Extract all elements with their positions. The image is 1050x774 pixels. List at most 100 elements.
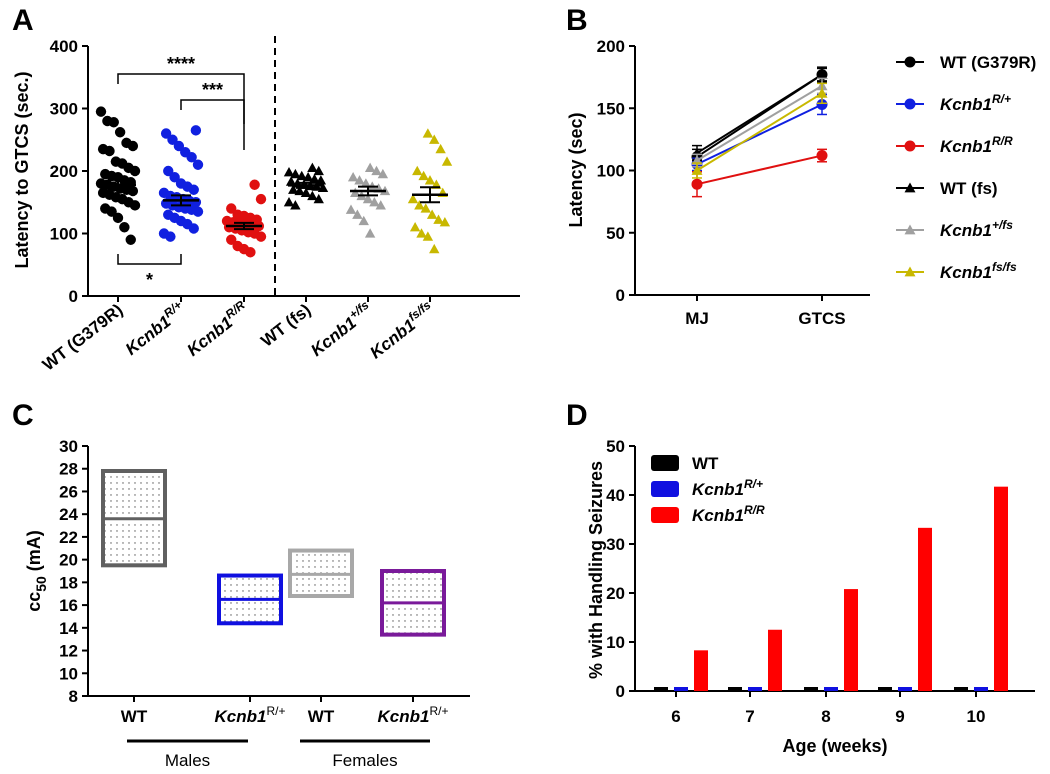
panel-a-point xyxy=(114,127,126,138)
panel-c-y-tick-label: 10 xyxy=(59,664,78,683)
panel-a-point xyxy=(354,175,365,185)
panel-a-x-label-gene: Kcnb1 xyxy=(184,313,237,360)
panel-a-x-label-gene: Kcnb1 xyxy=(366,315,419,362)
panel-c-box: WT xyxy=(288,548,354,726)
panel-d-bar xyxy=(728,687,742,691)
panel-a-point xyxy=(249,179,260,190)
panel-c-y-tick-label: 8 xyxy=(69,687,78,706)
panel-b-legend-label-gene: Kcnb1 xyxy=(940,137,992,156)
panel-b-point xyxy=(816,87,828,98)
panel-b-y-tick-label: 200 xyxy=(597,37,625,56)
panel-c-group-label: Females xyxy=(332,751,397,770)
panel-a-point xyxy=(315,175,327,185)
panel-a-point xyxy=(290,168,301,179)
panel-a-point xyxy=(313,193,324,204)
panel-d-y-tick-label: 20 xyxy=(606,584,625,603)
panel-a-point xyxy=(112,212,124,224)
panel-b-y-tick-label: 50 xyxy=(606,224,625,243)
panel-b-legend-label-sup: R/+ xyxy=(992,92,1011,106)
panel-a-point xyxy=(375,200,386,210)
panel-a-sig-label: *** xyxy=(202,80,223,100)
panel-c-y-label-sub: 50 xyxy=(33,576,49,592)
panel-d-bar xyxy=(694,650,708,691)
panel-b-legend-label-text: WT (fs) xyxy=(940,179,998,198)
panel-d-x-tick-label: 8 xyxy=(821,707,830,726)
panel-a-point xyxy=(412,165,423,176)
panel-a-y-label: Latency to GTCS (sec.) xyxy=(12,71,32,268)
panel-b-point xyxy=(816,69,828,80)
panel-b-legend-marker xyxy=(904,266,916,277)
panel-c-x-label-gene: Kcnb1 xyxy=(215,707,267,726)
panel-a-point xyxy=(165,231,176,242)
panel-a-point xyxy=(163,165,174,177)
panel-c-x-label: WT xyxy=(121,707,148,726)
panel-d-legend-swatch xyxy=(651,481,679,497)
panel-a-point xyxy=(173,140,185,152)
panel-a-point xyxy=(435,143,446,154)
panel-d-legend-label: Kcnb1R/R xyxy=(692,503,765,525)
panel-d-x-tick-label: 7 xyxy=(745,707,754,726)
panel-a-point xyxy=(300,187,312,198)
panel-c-y-label-main: cc xyxy=(24,592,44,612)
panel-a-point xyxy=(407,193,419,204)
panel-d-x-tick-label: 9 xyxy=(895,707,904,726)
panel-c-x-label-text: WT xyxy=(121,707,148,726)
panel-a-point xyxy=(313,165,324,176)
panel-a-point xyxy=(283,197,295,207)
panel-d-y-tick-label: 40 xyxy=(606,486,625,505)
panel-b-x-label: GTCS xyxy=(798,309,845,328)
panel-d-legend-swatch xyxy=(651,455,679,471)
panel-d-bar xyxy=(994,486,1008,691)
panel-a-point xyxy=(420,203,431,213)
panel-a-point xyxy=(345,204,357,214)
panel-c: C 8 10 12 14 16 18 20 22 24 26 28 30 cc50 (mA) WT Kcnb1… xyxy=(12,399,470,770)
panel-d-legend-label: Kcnb1R/+ xyxy=(692,477,763,499)
panel-a-point xyxy=(125,234,136,245)
panel-d-bar xyxy=(748,687,762,691)
panel-a-point xyxy=(350,187,361,198)
panel-b-legend-label-gene: Kcnb1 xyxy=(940,95,992,114)
panel-a-point xyxy=(167,134,178,145)
panel-a-sig-bracket xyxy=(117,73,245,124)
panel-a-point xyxy=(192,159,204,170)
panel-d-legend-label-gene: Kcnb1 xyxy=(692,480,744,499)
panel-a-point xyxy=(439,217,451,227)
panel-d-bar xyxy=(824,687,838,691)
panel-c-y-tick-label: 20 xyxy=(59,551,78,570)
panel-c-y-tick-label: 16 xyxy=(59,596,78,615)
panel-a-point xyxy=(294,185,305,196)
panel-a-y-tick-label: 100 xyxy=(50,225,78,244)
panel-c-x-label-text: WT xyxy=(308,707,335,726)
panel-a-point xyxy=(426,209,438,219)
panel-a-point xyxy=(347,172,359,182)
panel-a-point xyxy=(364,162,376,173)
panel-b-line xyxy=(696,92,823,172)
panel-a-point xyxy=(188,223,199,234)
panel-a-point xyxy=(362,193,374,204)
panel-b-point xyxy=(691,178,703,190)
panel-a-point xyxy=(255,193,267,205)
panel-a-group: Kcnb1fs/fs xyxy=(365,128,453,363)
panel-d-bar xyxy=(844,589,858,691)
panel-a-point xyxy=(95,106,107,117)
panel-b-legend-marker xyxy=(904,182,916,193)
panel-b-series: WT (fs) xyxy=(691,67,998,198)
panel-c-y-label: cc50 (mA) xyxy=(24,530,49,612)
panel-d-legend-swatch xyxy=(651,507,679,523)
panel-b-line xyxy=(696,84,823,162)
panel-a-x-label-gene: Kcnb1 xyxy=(307,313,360,360)
panel-a-x-label-text: WT (G379R) xyxy=(39,300,127,374)
panel-d: D 0 10 20 30 40 50% with Handling Seizures Age … xyxy=(566,399,1035,756)
panel-a-x-label: Kcnb1fs/fs xyxy=(365,298,439,363)
panel-b-y-tick-label: 100 xyxy=(597,162,625,181)
panel-d-bar xyxy=(674,687,688,691)
panel-d-bar xyxy=(974,687,988,691)
panel-a-sig-label: **** xyxy=(167,54,195,74)
panel-a-point xyxy=(104,145,115,157)
panel-c-y-tick-label: 18 xyxy=(59,573,78,592)
panel-c-y-tick-label: 24 xyxy=(59,505,78,524)
panel-d-y-tick-label: 30 xyxy=(606,535,625,554)
panel-d-bar xyxy=(804,687,818,691)
panel-b-legend-marker xyxy=(904,56,916,68)
